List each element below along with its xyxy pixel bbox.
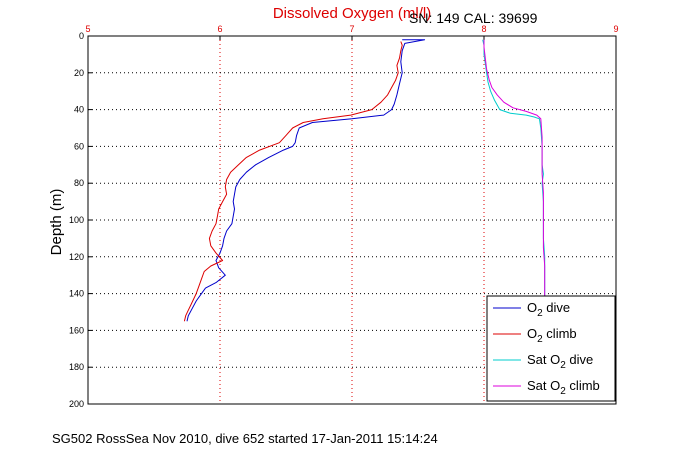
- y-tick-label: 80: [74, 178, 84, 188]
- legend-label: Sat O2 climb: [527, 378, 600, 397]
- y-tick-label: 0: [79, 31, 84, 41]
- legend: O2 dive O2 climb Sat O2 dive Sat O2 climb: [486, 295, 616, 402]
- y-tick-label: 160: [69, 325, 84, 335]
- y-tick-label: 180: [69, 362, 84, 372]
- axis-ticks: 5 6 7 8 9 0 20 40 60 80 100 120 140 160 180 200: [69, 24, 619, 409]
- y-tick-label: 200: [69, 399, 84, 409]
- x-tick-label: 7: [349, 24, 354, 34]
- chart-subtitle: SN: 149 CAL: 39699: [409, 10, 538, 26]
- chart-title: Dissolved Oxygen (ml/l): [273, 5, 431, 22]
- series-line-4: [483, 39, 546, 301]
- y-tick-label: 140: [69, 289, 84, 299]
- series-line-1: [186, 39, 426, 322]
- y-tick-label: 40: [74, 105, 84, 115]
- x-tick-label: 5: [85, 24, 90, 34]
- y-tick-label: 20: [74, 68, 84, 78]
- y-axis-label: Depth (m): [48, 189, 65, 256]
- x-tick-label: 6: [217, 24, 222, 34]
- x-tick-label: 8: [481, 24, 486, 34]
- y-tick-label: 100: [69, 215, 84, 225]
- data-series: [183, 39, 546, 322]
- legend-box: [486, 295, 616, 402]
- figure-footer: SG502 RossSea Nov 2010, dive 652 started…: [52, 431, 438, 446]
- grid-lines: [88, 36, 616, 404]
- legend-label: O2 dive: [527, 300, 570, 319]
- y-tick-label: 120: [69, 252, 84, 262]
- x-tick-label: 9: [613, 24, 618, 34]
- legend-items: O2 dive O2 climb Sat O2 dive Sat O2 climb: [493, 300, 600, 397]
- legend-label: O2 climb: [527, 326, 577, 345]
- y-tick-label: 60: [74, 141, 84, 151]
- series-line-2: [183, 41, 403, 322]
- legend-label: Sat O2 dive: [527, 352, 593, 371]
